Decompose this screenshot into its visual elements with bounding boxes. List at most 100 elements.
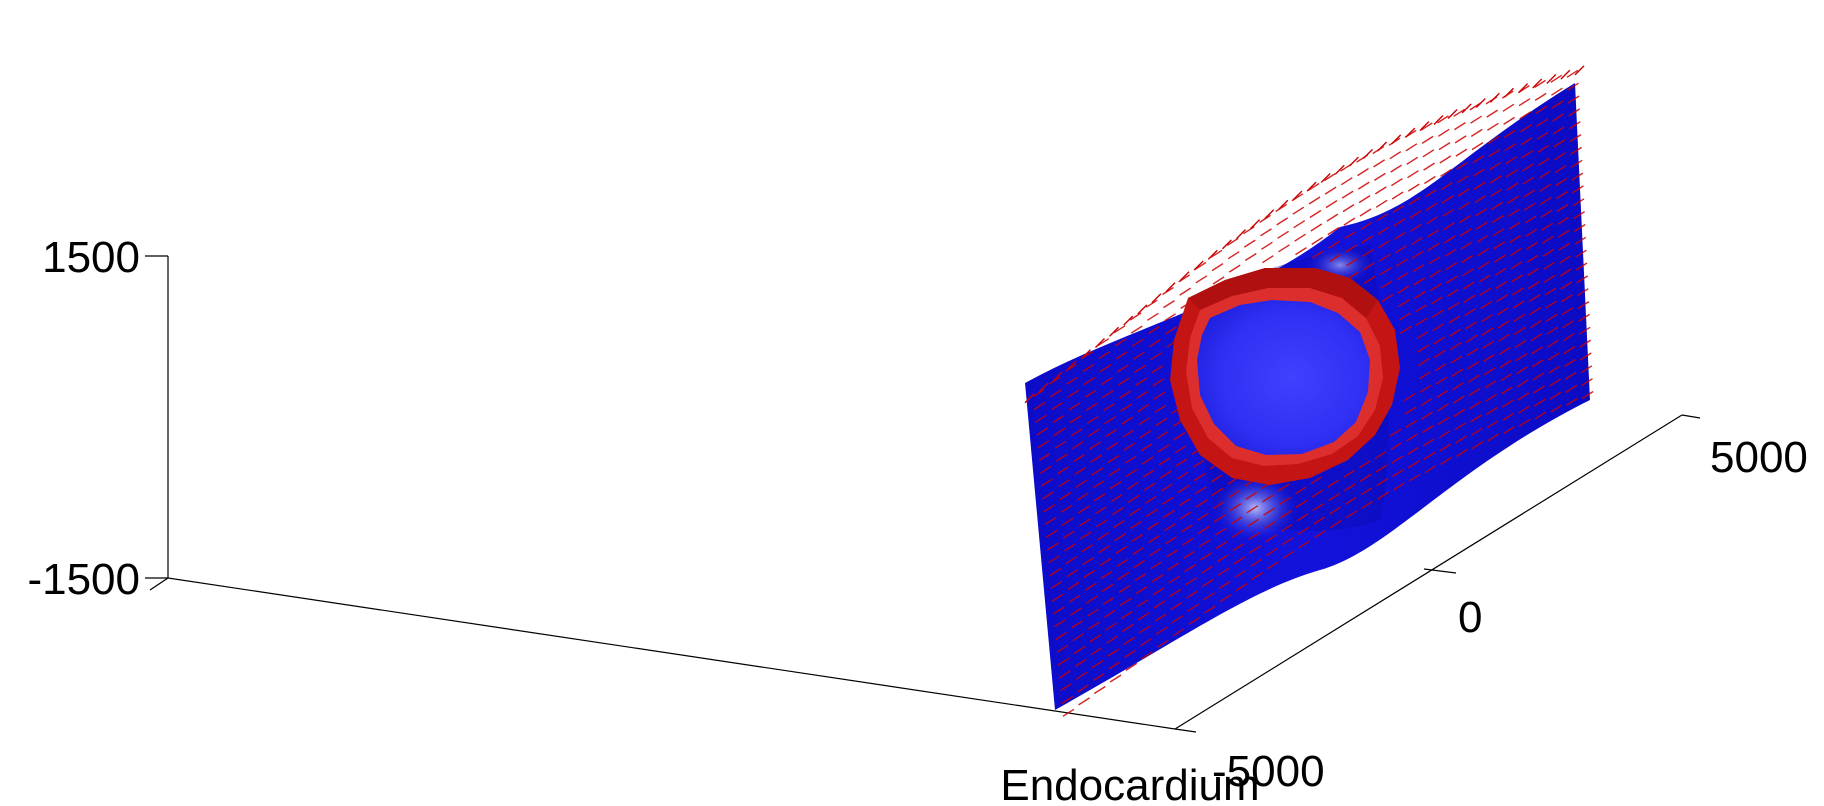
vector-arrow <box>1151 574 1164 583</box>
vector-arrow <box>1077 505 1090 514</box>
vector-arrow <box>1118 584 1131 594</box>
vector-arrow <box>1066 360 1077 371</box>
vector-arrow <box>1485 406 1498 416</box>
vector-arrow <box>1440 168 1452 177</box>
vector-arrow <box>1578 326 1591 335</box>
vector-arrow <box>1344 496 1357 505</box>
vector-arrow <box>1125 662 1138 671</box>
vector-arrow <box>1405 143 1418 152</box>
vector-arrow <box>1221 239 1232 250</box>
vector-arrow <box>1579 339 1592 348</box>
vector-arrow <box>1165 282 1176 293</box>
vector-arrow <box>1407 460 1420 469</box>
vector-arrow <box>1392 204 1405 214</box>
vector-arrow <box>1553 139 1566 148</box>
vector-arrow <box>1088 621 1100 630</box>
vector-arrow <box>1125 468 1138 477</box>
vector-arrow <box>1334 164 1345 175</box>
vector-arrow <box>1310 223 1323 232</box>
vector-arrow <box>1089 634 1102 643</box>
vector-arrow <box>1165 536 1177 545</box>
vector-arrow <box>1100 377 1113 386</box>
vector-arrow <box>1138 625 1151 634</box>
vector-arrow <box>1148 535 1160 544</box>
vector-arrow <box>1084 389 1097 398</box>
vector-arrow <box>1427 242 1440 251</box>
vector-arrow <box>1381 294 1394 303</box>
vector-arrow <box>1147 521 1159 531</box>
vector-arrow <box>1454 122 1466 131</box>
vector-arrow <box>1358 195 1371 204</box>
vector-arrow <box>1568 121 1581 130</box>
vector-arrow <box>1538 170 1551 179</box>
vector-arrow <box>1437 416 1450 425</box>
vector-arrow <box>1477 248 1490 257</box>
vector-arrow <box>1469 401 1482 410</box>
vector-arrow <box>1120 610 1133 620</box>
vector-arrow <box>1478 261 1490 270</box>
vector-arrow <box>1057 657 1070 666</box>
vector-arrow <box>1041 478 1053 487</box>
vector-arrow <box>1530 333 1543 342</box>
vector-arrow <box>1523 202 1536 211</box>
vector-arrow <box>1136 599 1149 608</box>
vector-arrow <box>1500 373 1513 382</box>
vector-arrow <box>1162 286 1174 296</box>
vector-arrow <box>1438 142 1451 151</box>
vector-arrow <box>1122 429 1135 438</box>
vector-arrow <box>1501 386 1513 395</box>
vector-arrow <box>1080 531 1092 540</box>
vector-arrow <box>1581 378 1593 387</box>
vector-arrow <box>1361 500 1374 509</box>
vector-arrow <box>1570 159 1583 168</box>
vector-arrow <box>1440 182 1453 191</box>
vector-arrow <box>1067 389 1080 398</box>
vector-arrow <box>1504 87 1514 98</box>
vector-arrow <box>1418 357 1430 367</box>
vector-arrow <box>1060 504 1073 513</box>
vector-arrow <box>1295 499 1308 508</box>
vector-arrow <box>1280 523 1293 532</box>
vector-arrow <box>1568 108 1581 117</box>
vector-arrow <box>1558 242 1571 251</box>
vector-arrow <box>1121 416 1134 425</box>
vector-arrow <box>1098 351 1111 360</box>
vector-arrow <box>1406 433 1418 442</box>
vector-arrow <box>1498 346 1511 355</box>
vector-arrow <box>1389 428 1402 437</box>
vector-arrow <box>1559 255 1571 264</box>
vector-arrow <box>1534 79 1546 88</box>
vector-arrow <box>1109 326 1120 337</box>
vector-arrow <box>1486 109 1499 118</box>
vector-arrow <box>1572 185 1584 194</box>
vector-arrow <box>1397 285 1410 294</box>
vector-arrow <box>1446 275 1458 284</box>
vector-arrow <box>1539 183 1552 192</box>
vector-arrow <box>1132 546 1145 556</box>
vector-arrow <box>1065 556 1078 565</box>
vector-arrow <box>1360 221 1373 231</box>
vector-arrow <box>1556 203 1569 213</box>
vector-arrow <box>1141 456 1154 465</box>
vector-arrow <box>1324 186 1337 195</box>
vector-arrow <box>1441 195 1454 204</box>
vector-arrow <box>1405 127 1416 138</box>
vector-arrow <box>1066 569 1079 578</box>
vector-arrow <box>1326 213 1339 222</box>
vector-arrow <box>1228 264 1241 273</box>
vector-arrow <box>1112 507 1124 516</box>
vector-arrow <box>1119 390 1131 399</box>
vector-arrow <box>1437 115 1449 124</box>
vector-arrow <box>1118 377 1130 386</box>
vector-arrow <box>1494 267 1507 276</box>
vector-arrow <box>1375 199 1388 208</box>
ring <box>1170 268 1400 485</box>
vector-arrow <box>1135 377 1147 386</box>
vector-arrow <box>1439 443 1452 452</box>
vector-arrow <box>1278 244 1290 253</box>
vector-arrow <box>1328 240 1340 249</box>
vector-arrow <box>1390 442 1403 451</box>
vector-arrow <box>1511 274 1524 283</box>
vector-arrow <box>1276 217 1289 226</box>
vector-arrow <box>1267 561 1279 570</box>
